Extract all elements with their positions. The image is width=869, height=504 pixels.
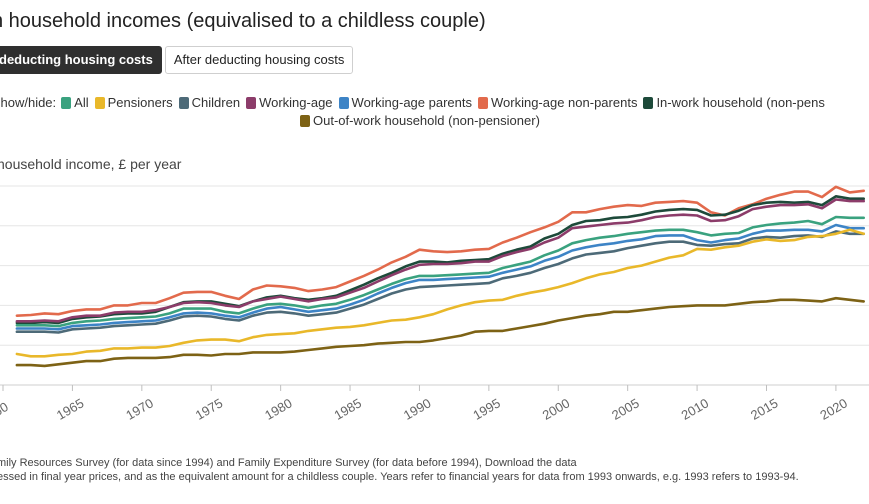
x-tick-label: 2010 [679,395,712,422]
x-tick-label: 2005 [609,395,642,422]
legend-swatch-icon [300,115,310,127]
legend-item-pensioners[interactable]: Pensioners [94,94,173,112]
legend-item-label: Working-age non-parents [490,95,638,110]
legend-item-label: Pensioners [107,95,173,110]
series-line-working-age[interactable] [15,198,866,323]
series-line-working-age-non-parents[interactable] [15,185,866,318]
legend-swatch-icon [246,97,257,109]
source-line: mily Resources Survey (for data since 19… [0,457,577,469]
legend-item-working-age-non-parents[interactable]: Working-age non-parents [477,94,638,112]
legend: show/hide: All Pensioners Children Worki… [0,94,869,130]
legend-swatch-icon [94,97,105,109]
x-tick-label: 1965 [54,395,87,422]
legend-item-label: In-work household (non-pens [656,95,825,110]
legend-swatch-icon [338,97,349,109]
x-tick-label: 1980 [262,395,295,422]
grid-lines [0,185,869,386]
x-tick-label: 1975 [193,395,226,422]
series-line-pensioners[interactable] [15,228,866,358]
source-note: mily Resources Survey (for data since 19… [0,456,799,484]
legend-item-out-of-work-household[interactable]: Out-of-work household (non-pensioner) [300,112,540,130]
housing-costs-toggle: deducting housing costs After deducting … [0,46,354,74]
x-tick-label: 60 [0,399,11,419]
legend-item-label: Working-age [259,95,333,110]
x-tick-label: 1990 [401,395,434,422]
y-axis-label: household income, £ per year [0,156,182,172]
before-housing-costs-button[interactable]: deducting housing costs [0,46,162,74]
series-line-all[interactable] [15,215,866,328]
x-axis-ticks: 60 1965 1970 1975 1980 1985 1990 1995 2000 2005 20… [0,385,850,423]
x-tick-label: 1985 [332,395,365,422]
legend-item-working-age[interactable]: Working-age [246,94,333,112]
legend-prefix: show/hide: [0,95,57,110]
series-line-children[interactable] [15,230,866,334]
legend-item-all[interactable]: All [61,94,89,112]
x-tick-label: 2000 [540,395,573,422]
legend-item-label: Working-age parents [351,95,472,110]
series-line-working-age-parents[interactable] [15,223,866,331]
legend-item-working-age-parents[interactable]: Working-age parents [338,94,472,112]
legend-row-1: show/hide: All Pensioners Children Worki… [0,94,869,112]
x-tick-label: 2020 [817,395,850,422]
legend-item-label: Children [191,95,241,110]
legend-item-label: Out-of-work household (non-pensioner) [313,113,540,128]
x-tick-label: 2015 [748,395,781,422]
legend-swatch-icon [61,97,72,109]
after-housing-costs-button[interactable]: After deducting housing costs [164,46,354,74]
series-lines [15,185,866,368]
legend-row-2: Out-of-work household (non-pensioner) [0,112,869,130]
legend-item-children[interactable]: Children [178,94,241,112]
notes-line: essed in final year prices, and as the e… [0,471,799,483]
legend-swatch-icon [643,97,654,109]
legend-swatch-icon [477,97,488,109]
chart-title: n household incomes (equivalised to a ch… [0,10,486,32]
x-tick-label: 1995 [470,395,503,422]
series-line-out-of-work-household-non-pensioner[interactable] [15,296,866,368]
x-tick-label: 1970 [123,395,156,422]
legend-item-in-work-household[interactable]: In-work household (non-pens [643,94,825,112]
legend-swatch-icon [178,97,189,109]
legend-item-label: All [74,95,89,110]
